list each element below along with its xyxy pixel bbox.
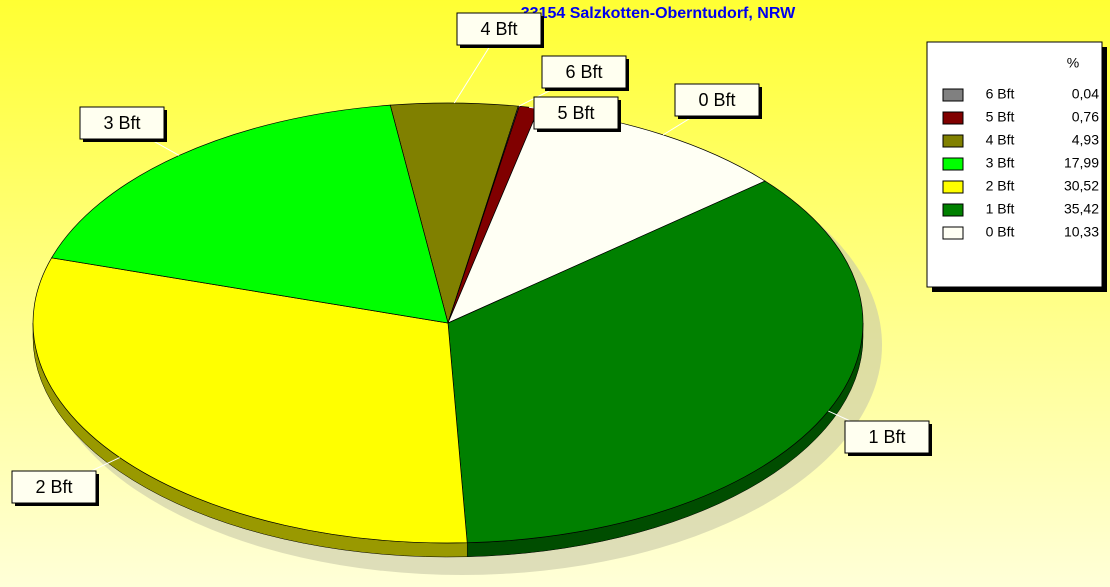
slice-labels: 6 Bft 5 Bft 4 Bft 3 Bft 2 Bft 1 Bft 0 Bft [11,12,932,506]
legend-value: 0,04 [1072,86,1099,102]
slice [32,257,468,544]
legend-label: 0 Bft [986,224,1015,240]
chart-title: 33154 Salzkotten-Oberntudorf, NRW [521,5,796,22]
legend-label: 6 Bft [986,86,1015,102]
pie [32,102,864,558]
legend-value: 30,52 [1064,178,1099,194]
legend-value: 10,33 [1064,224,1099,240]
slice-label: 3 Bft [103,113,140,133]
legend-label: 3 Bft [986,155,1015,171]
label-box [674,83,760,117]
label-box [79,106,165,140]
legend-label: 1 Bft [986,201,1015,217]
label-box [844,420,930,454]
legend-header: % [1067,55,1079,71]
legend-swatch [942,157,964,171]
legend-value: 0,76 [1072,109,1099,125]
label-box [541,55,627,89]
slice-label: 2 Bft [35,477,72,497]
legend-label: 4 Bft [986,132,1015,148]
slice-label: 5 Bft [557,103,594,123]
legend-swatch [942,134,964,148]
label-box [456,12,542,46]
legend-label: 5 Bft [986,109,1015,125]
legend: % 6 Bft 0,04 5 Bft 0,76 4 Bft 4,93 3 Bft 17,99 2… [926,41,1107,292]
legend-swatch [942,111,964,125]
slice-label: 0 Bft [698,90,735,110]
legend-swatch [942,88,964,102]
legend-value: 17,99 [1064,155,1099,171]
slice-label: 4 Bft [480,19,517,39]
label-box [533,96,619,130]
legend-value: 4,93 [1072,132,1099,148]
slice-label: 6 Bft [565,62,602,82]
slice-label: 1 Bft [868,427,905,447]
legend-value: 35,42 [1064,201,1099,217]
legend-swatch [942,226,964,240]
legend-swatch [942,180,964,194]
legend-label: 2 Bft [986,178,1015,194]
legend-swatch [942,203,964,217]
label-box [11,470,97,504]
slice [447,180,864,544]
